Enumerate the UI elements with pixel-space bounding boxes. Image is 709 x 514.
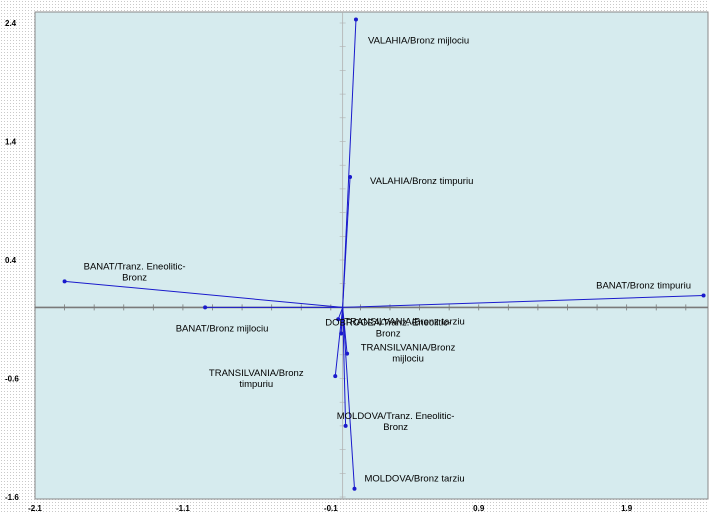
point-label-line: BANAT/Bronz mijlociu	[176, 323, 269, 334]
y-tick-label: -0.6	[5, 375, 19, 384]
point-label: MOLDOVA/Tranz. Eneolitic-Bronz	[337, 411, 455, 433]
point-labels-group: VALAHIA/Bronz mijlociu VALAHIA/Bronz timp…	[84, 35, 691, 484]
connector-line	[337, 307, 344, 320]
y-tick-label: 2.4	[5, 19, 17, 28]
y-tick-label: 0.4	[5, 256, 17, 265]
point-label-line: Bronz	[383, 422, 408, 433]
point-label-line: TRANSILVANIA/Bronz	[361, 343, 456, 354]
point-label: TRANSILVANIA/Bronz tarziu	[344, 316, 465, 327]
y-tick-label: -1.6	[5, 493, 19, 502]
point-label: VALAHIA/Bronz timpuriu	[370, 176, 473, 187]
connector-line	[64, 280, 343, 308]
point-label: BANAT/Tranz. Eneolitic-Bronz	[84, 261, 186, 283]
data-point	[62, 279, 67, 284]
point-label: VALAHIA/Bronz mijlociu	[368, 35, 469, 46]
connector-lines-group	[64, 19, 704, 489]
point-label: BANAT/Bronz timpuriu	[596, 281, 691, 292]
data-point	[352, 486, 357, 491]
data-point	[343, 423, 348, 428]
x-tick-label: 1.9	[621, 504, 633, 513]
point-label-line: VALAHIA/Bronz timpuriu	[370, 176, 473, 187]
tick-labels-group: -2.1 -1.1 -0.1 0.9 1.9 2.4 1.4 0.4 -0.6 -1.6	[5, 19, 633, 513]
connector-line	[342, 307, 355, 489]
data-point	[348, 175, 353, 180]
plot-area	[34, 11, 709, 500]
data-point	[701, 293, 706, 298]
point-label: BANAT/Bronz mijlociu	[176, 323, 269, 334]
point-label-line: MOLDOVA/Bronz tarziu	[364, 474, 464, 485]
connector-line	[342, 295, 704, 308]
data-point	[336, 317, 341, 322]
data-point	[203, 305, 208, 310]
x-tick-label: -1.1	[176, 504, 190, 513]
point-label-line: MOLDOVA/Tranz. Eneolitic-	[337, 411, 455, 422]
point-label-line: VALAHIA/Bronz mijlociu	[368, 35, 469, 46]
point-label-line: DOBROGEA/Tranz. Eneolitic-	[325, 317, 451, 328]
data-point	[333, 374, 338, 379]
connector-line	[342, 19, 357, 308]
connector-line	[342, 177, 351, 308]
points-group	[62, 17, 706, 491]
point-label-line: TRANSILVANIA/Bronz tarziu	[344, 316, 465, 327]
y-tick-label: 1.4	[5, 138, 17, 147]
data-point	[339, 331, 344, 336]
x-tick-label: 0.9	[473, 504, 485, 513]
point-label: MOLDOVA/Bronz tarziu	[364, 474, 464, 485]
connector-line	[334, 307, 344, 377]
point-label-line: Bronz	[122, 272, 147, 283]
data-point	[353, 17, 358, 22]
point-label-line: mijlociu	[392, 354, 424, 365]
data-point	[345, 351, 350, 356]
point-label-line: Bronz	[376, 328, 401, 339]
point-label-line: BANAT/Bronz timpuriu	[596, 281, 691, 292]
point-label-line: BANAT/Tranz. Eneolitic-	[84, 261, 186, 272]
point-label: DOBROGEA/Tranz. Eneolitic-Bronz	[325, 317, 451, 339]
point-label-line: TRANSILVANIA/Bronz	[209, 368, 304, 379]
point-label-line: timpuriu	[239, 379, 273, 390]
point-label: TRANSILVANIA/Bronz timpuriu	[209, 368, 304, 390]
x-tick-label: -0.1	[324, 504, 338, 513]
connector-line	[342, 307, 347, 426]
x-tick-label: -2.1	[28, 504, 42, 513]
point-label: TRANSILVANIA/Bronz mijlociu	[361, 343, 456, 365]
